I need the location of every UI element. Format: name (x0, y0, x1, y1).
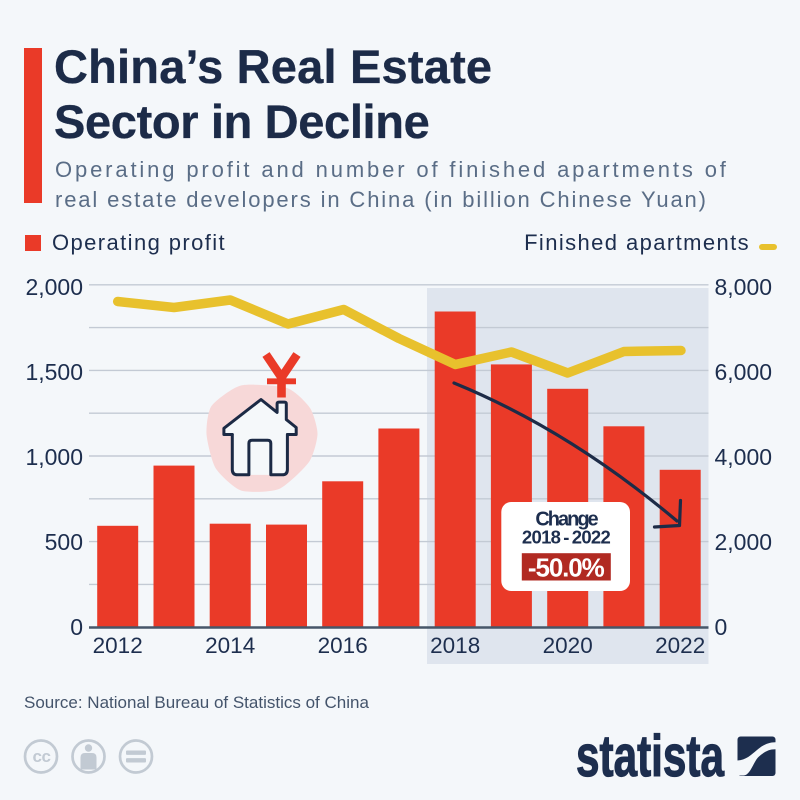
svg-text:Change: Change (535, 509, 598, 531)
svg-text:0: 0 (715, 614, 728, 640)
svg-text:2014: 2014 (205, 633, 255, 658)
svg-text:2020: 2020 (543, 633, 593, 658)
svg-text:6,000: 6,000 (715, 359, 773, 385)
svg-text:8,000: 8,000 (715, 274, 773, 300)
svg-text:2,000: 2,000 (715, 529, 773, 555)
svg-text:2,000: 2,000 (25, 274, 83, 300)
svg-text:statista: statista (576, 724, 725, 789)
svg-text:4,000: 4,000 (715, 444, 773, 470)
svg-text:1,500: 1,500 (25, 359, 83, 385)
svg-text:1,000: 1,000 (25, 444, 83, 470)
svg-text:cc: cc (33, 747, 51, 766)
svg-text:500: 500 (45, 529, 83, 555)
svg-text:2012: 2012 (93, 633, 143, 658)
svg-text:0: 0 (70, 614, 83, 640)
svg-text:2022: 2022 (655, 633, 705, 658)
svg-text:2018: 2018 (430, 633, 480, 658)
svg-text:2018 - 2022: 2018 - 2022 (522, 527, 611, 548)
svg-text:2016: 2016 (318, 633, 368, 658)
svg-text:-50.0%: -50.0% (528, 552, 605, 582)
